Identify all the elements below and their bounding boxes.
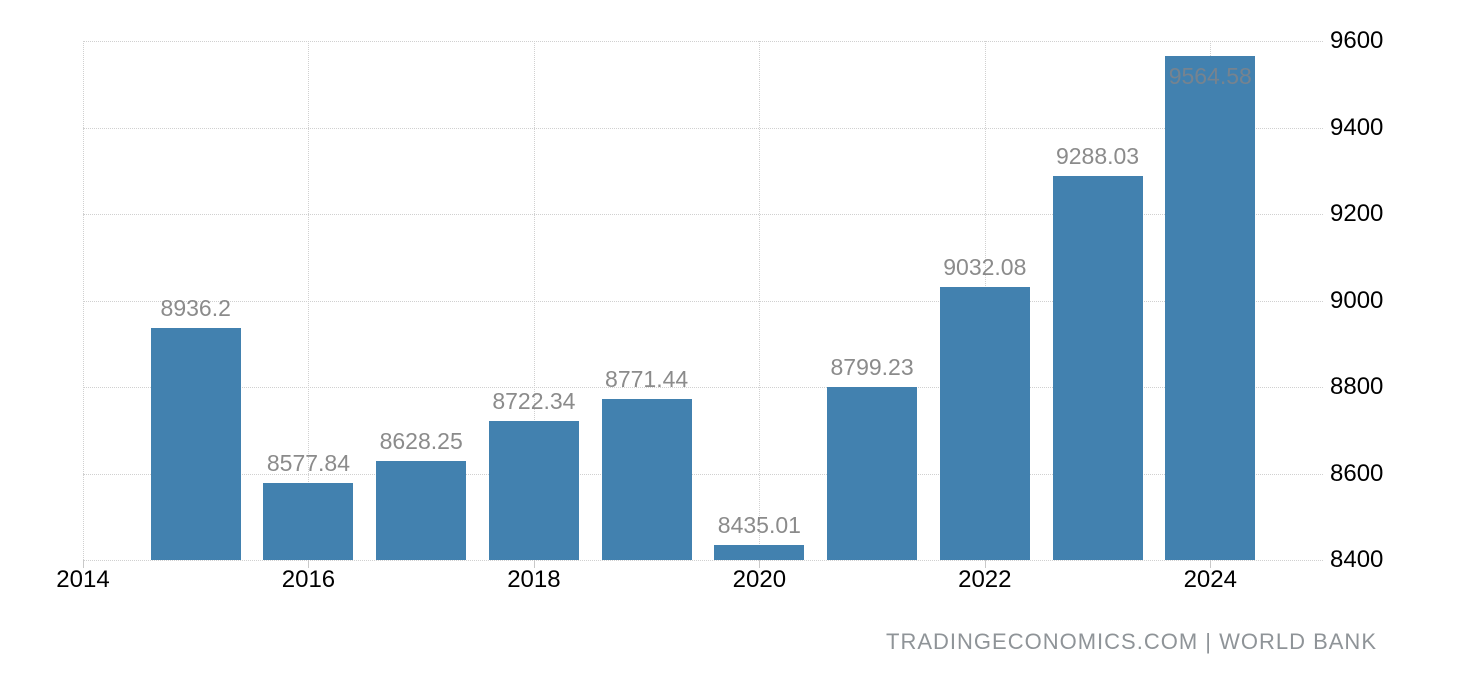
gridline-h-8800	[83, 387, 1323, 388]
x-axis-tick-2020	[759, 560, 761, 568]
gridline-h-9000	[83, 300, 1323, 302]
x-axis-label-2020: 2020	[732, 566, 787, 593]
bar-2024[interactable]	[1165, 56, 1256, 560]
x-axis-label-2014: 2014	[56, 566, 110, 593]
bar-value-label-2016: 8577.84	[266, 450, 351, 477]
x-axis-tick-2024	[1210, 560, 1212, 568]
y-axis-label-9200: 9200	[1330, 200, 1384, 227]
y-axis-label-9600: 9600	[1330, 27, 1384, 54]
y-axis-label-8800: 8800	[1330, 373, 1384, 400]
y-axis-label-8600: 8600	[1330, 459, 1384, 487]
gridline-h-8400	[83, 560, 1323, 561]
y-axis-label-9400: 9400	[1330, 113, 1384, 141]
bar-2017[interactable]	[376, 461, 467, 560]
x-axis-tick-2016	[308, 560, 310, 568]
bar-value-label-2018: 8722.34	[492, 387, 576, 414]
gridline-v-2014	[83, 41, 84, 560]
bar-2018[interactable]	[488, 420, 579, 560]
gridline-v-2016	[308, 41, 310, 560]
bar-2020[interactable]	[714, 544, 805, 560]
bar-value-label-2017: 8628.25	[379, 428, 463, 455]
bar-value-label-2019: 8771.44	[605, 366, 689, 393]
bar-2022[interactable]	[939, 286, 1030, 560]
data-source-credit: TRADINGECONOMICS.COM | WORLD BANK	[886, 629, 1377, 654]
gridline-v-2018	[533, 41, 535, 560]
bar-2023[interactable]	[1052, 175, 1143, 560]
bar-value-label-2021: 8799.23	[830, 354, 914, 381]
gridline-h-9200	[83, 214, 1323, 215]
gridline-v-2020	[759, 41, 761, 560]
bar-2015[interactable]	[150, 328, 241, 560]
y-axis-label-8400: 8400	[1330, 546, 1384, 573]
bar-value-label-2022: 9032.08	[943, 253, 1027, 280]
bar-value-label-2015: 8936.2	[160, 295, 231, 322]
x-axis-label-2018: 2018	[507, 566, 561, 593]
bar-value-label-2020: 8435.01	[717, 511, 801, 538]
gridline-h-9400	[83, 127, 1323, 129]
bar-value-label-2024: 9564.58	[1168, 63, 1252, 90]
x-axis-label-2022: 2022	[958, 566, 1012, 593]
x-axis-tick-2022	[984, 560, 986, 568]
gridline-h-9600	[83, 41, 1323, 42]
gridline-h-8600	[83, 473, 1323, 475]
x-axis-label-2016: 2016	[281, 566, 336, 593]
bar-2019[interactable]	[601, 399, 692, 560]
bar-value-label-2023: 9288.03	[1055, 142, 1140, 169]
bar-2021[interactable]	[827, 387, 918, 560]
x-axis-tick-2018	[533, 560, 535, 568]
y-axis-label-9000: 9000	[1330, 286, 1384, 314]
x-axis-tick-2014	[83, 560, 84, 568]
bar-2016[interactable]	[263, 483, 354, 560]
x-axis-label-2024: 2024	[1183, 566, 1237, 593]
